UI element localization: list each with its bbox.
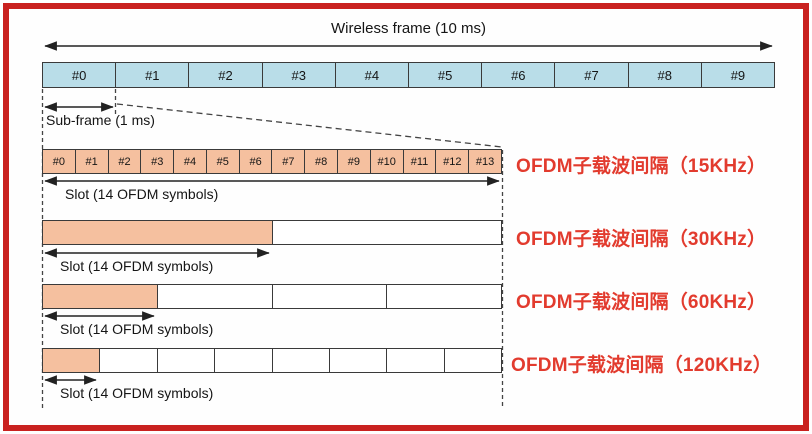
ofdm-spacing-label-15khz: OFDM子载波间隔（15KHz）: [516, 156, 767, 177]
slot-cell: [444, 348, 502, 373]
slot-cell: [157, 284, 273, 309]
ofdm-symbol-cell: #9: [338, 149, 371, 174]
subframe-label: Sub-frame (1 ms): [46, 112, 155, 128]
slot-cell: [272, 220, 502, 245]
slot-cell: [272, 348, 330, 373]
ofdm-symbol-cell: #12: [436, 149, 470, 174]
wireless-frame-row: #0 #1 #2 #3 #4 #5 #6 #7 #8 #9: [42, 62, 776, 88]
slot-bar-120khz: [42, 348, 502, 373]
subframe-cell: #9: [701, 62, 776, 88]
ofdm-symbol-cell: #6: [239, 149, 273, 174]
ofdm-symbol-cell: #5: [206, 149, 240, 174]
subframe-cell: #5: [409, 62, 483, 88]
ofdm-symbol-cell: #0: [42, 149, 76, 174]
slot-cell: [42, 220, 273, 245]
slot-label-15khz: Slot (14 OFDM symbols): [65, 186, 219, 202]
ofdm-symbol-cell: #3: [141, 149, 175, 174]
subframe-cell: #8: [628, 62, 702, 88]
slot-cell: [387, 284, 502, 309]
slot-cell: [100, 348, 158, 373]
zoom-expansion-dashed-guide: [116, 103, 503, 148]
wireless-frame-title: Wireless frame (10 ms): [330, 20, 487, 37]
slot-bar-30khz: [42, 220, 502, 245]
slot-cell: [42, 348, 101, 373]
ofdm-spacing-label-30khz: OFDM子载波间隔（30KHz）: [516, 229, 767, 250]
ofdm-symbol-cell: #10: [370, 149, 404, 174]
slot-cell: [272, 284, 388, 309]
ofdm-spacing-label-120khz: OFDM子载波间隔（120KHz）: [511, 355, 772, 376]
subframe-cell: #2: [189, 62, 263, 88]
subframe-cell: #3: [262, 62, 336, 88]
slot-cell: [157, 348, 216, 373]
ofdm-symbol-cell: #2: [108, 149, 142, 174]
slot-label-120khz: Slot (14 OFDM symbols): [60, 385, 214, 401]
slot-cell: [215, 348, 273, 373]
ofdm-symbol-cell: #7: [272, 149, 306, 174]
ofdm-symbol-cell: #13: [469, 149, 502, 174]
ofdm-symbol-cell: #11: [403, 149, 437, 174]
ofdm-symbol-cell: #1: [75, 149, 109, 174]
subframe-cell: #0: [42, 62, 117, 88]
slot-cell: [387, 348, 445, 373]
slot-cell: [42, 284, 158, 309]
ofdm-symbol-cell: #8: [305, 149, 339, 174]
ofdm-symbol-cell: #4: [174, 149, 207, 174]
slot-label-30khz: Slot (14 OFDM symbols): [60, 258, 214, 274]
ofdm-symbol-row-15khz: #0 #1 #2 #3 #4 #5 #6 #7 #8 #9 #10 #11 #12 #13: [42, 149, 502, 174]
slot-cell: [329, 348, 388, 373]
subframe-cell: #4: [335, 62, 410, 88]
slot-label-60khz: Slot (14 OFDM symbols): [60, 321, 214, 337]
subframe-cell: #1: [116, 62, 190, 88]
slot-bar-60khz: [42, 284, 502, 309]
subframe-cell: #6: [482, 62, 556, 88]
subframe-cell: #7: [555, 62, 629, 88]
ofdm-spacing-label-60khz: OFDM子载波间隔（60KHz）: [516, 292, 767, 313]
